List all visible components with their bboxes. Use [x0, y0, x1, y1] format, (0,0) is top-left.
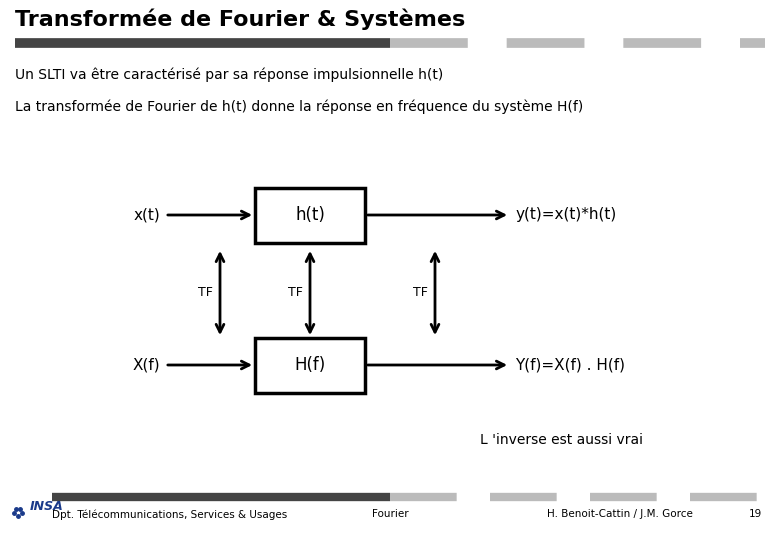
Text: L 'inverse est aussi vrai: L 'inverse est aussi vrai [480, 433, 643, 447]
Text: y(t)=x(t)*h(t): y(t)=x(t)*h(t) [515, 207, 616, 222]
Text: INSA: INSA [30, 500, 64, 512]
Text: TF: TF [413, 287, 428, 300]
Text: x(t): x(t) [133, 207, 160, 222]
Text: h(t): h(t) [295, 206, 325, 224]
Bar [255, 187, 365, 242]
Text: H(f): H(f) [294, 356, 325, 374]
Text: Fourier: Fourier [372, 509, 408, 519]
Text: 19: 19 [749, 509, 762, 519]
Text: Transformée de Fourier & Systèmes: Transformée de Fourier & Systèmes [15, 8, 465, 30]
Text: Y(f)=X(f) . H(f): Y(f)=X(f) . H(f) [515, 357, 625, 373]
Text: TF: TF [198, 287, 213, 300]
Text: Un SLTI va être caractérisé par sa réponse impulsionnelle h(t): Un SLTI va être caractérisé par sa répon… [15, 68, 443, 83]
Text: TF: TF [288, 287, 303, 300]
Text: La transformée de Fourier de h(t) donne la réponse en fréquence du système H(f): La transformée de Fourier de h(t) donne … [15, 100, 583, 114]
Text: Dpt. Télécommunications, Services & Usages: Dpt. Télécommunications, Services & Usag… [52, 509, 287, 519]
Text: H. Benoit-Cattin / J.M. Gorce: H. Benoit-Cattin / J.M. Gorce [547, 509, 693, 519]
Text: X(f): X(f) [133, 357, 160, 373]
Bar [255, 338, 365, 393]
